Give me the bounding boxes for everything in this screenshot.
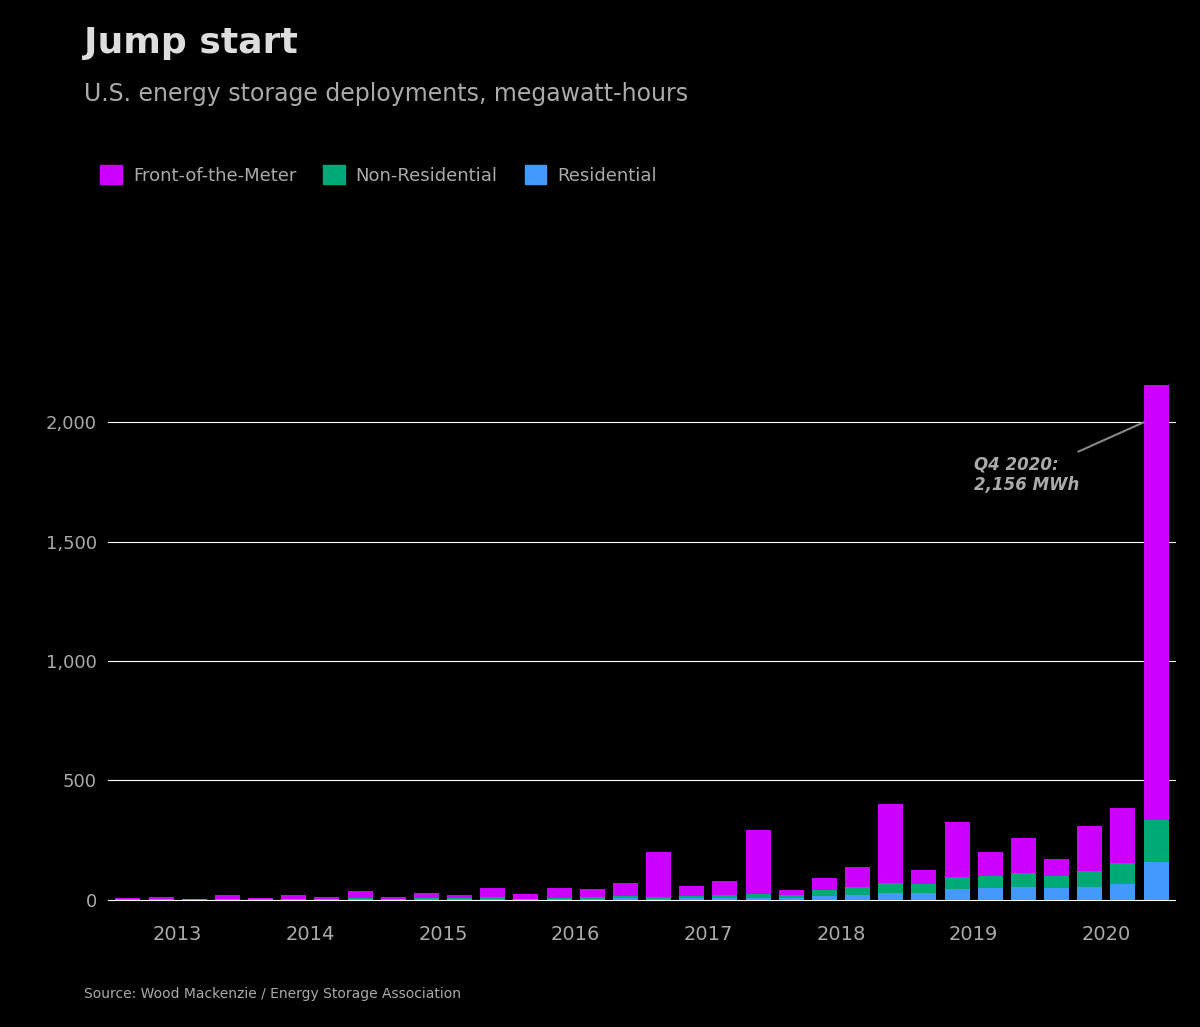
Bar <box>978 852 1003 876</box>
Bar <box>944 877 970 889</box>
Bar <box>580 898 605 899</box>
Legend: Front-of-the-Meter, Non-Residential, Residential: Front-of-the-Meter, Non-Residential, Res… <box>94 158 664 192</box>
Bar <box>480 898 505 899</box>
Bar <box>348 898 372 900</box>
Bar <box>613 896 638 899</box>
Bar <box>978 876 1003 887</box>
Bar <box>480 887 505 898</box>
Bar <box>845 868 870 886</box>
Bar <box>1078 826 1103 871</box>
Bar <box>1010 886 1036 900</box>
Bar <box>713 896 737 899</box>
Bar <box>414 898 439 900</box>
Bar <box>845 895 870 900</box>
Bar <box>1144 820 1169 863</box>
Bar <box>348 890 372 898</box>
Bar <box>878 804 904 883</box>
Bar <box>845 886 870 895</box>
Bar <box>149 897 174 900</box>
Bar <box>912 892 936 900</box>
Bar <box>1010 873 1036 886</box>
Bar <box>1078 886 1103 900</box>
Bar <box>679 899 704 900</box>
Bar <box>281 896 306 899</box>
Bar <box>1110 863 1135 884</box>
Bar <box>380 898 406 899</box>
Bar <box>713 899 737 900</box>
Bar <box>613 899 638 900</box>
Bar <box>679 886 704 896</box>
Bar <box>812 878 836 890</box>
Bar <box>448 895 472 899</box>
Bar <box>115 898 140 900</box>
Bar <box>215 896 240 899</box>
Bar <box>1110 884 1135 900</box>
Bar <box>878 883 904 892</box>
Bar <box>912 870 936 884</box>
Bar <box>713 881 737 896</box>
Bar <box>779 890 804 895</box>
Bar <box>1044 876 1069 887</box>
Bar <box>745 898 770 900</box>
Bar <box>1044 887 1069 900</box>
Text: Jump start: Jump start <box>84 26 298 60</box>
Bar <box>779 895 804 898</box>
Bar <box>248 898 274 900</box>
Bar <box>812 897 836 900</box>
Bar <box>547 888 571 898</box>
Bar <box>978 887 1003 900</box>
Bar <box>580 889 605 898</box>
Bar <box>646 851 671 897</box>
Bar <box>1044 860 1069 876</box>
Bar <box>547 898 571 899</box>
Bar <box>912 884 936 892</box>
Bar <box>1110 808 1135 863</box>
Bar <box>944 889 970 900</box>
Bar <box>745 895 770 898</box>
Bar <box>679 896 704 899</box>
Bar <box>745 830 770 895</box>
Bar <box>1010 838 1036 873</box>
Bar <box>314 898 340 899</box>
Bar <box>1144 863 1169 900</box>
Bar <box>779 898 804 900</box>
Bar <box>646 897 671 899</box>
Text: Q4 2020:
2,156 MWh: Q4 2020: 2,156 MWh <box>973 422 1144 494</box>
Bar <box>1144 385 1169 820</box>
Bar <box>878 892 904 900</box>
Bar <box>613 883 638 896</box>
Text: Source: Wood Mackenzie / Energy Storage Association: Source: Wood Mackenzie / Energy Storage … <box>84 987 461 1001</box>
Bar <box>812 890 836 897</box>
Bar <box>514 893 539 899</box>
Text: U.S. energy storage deployments, megawatt-hours: U.S. energy storage deployments, megawat… <box>84 82 688 106</box>
Bar <box>1078 871 1103 886</box>
Bar <box>414 893 439 898</box>
Bar <box>944 823 970 877</box>
